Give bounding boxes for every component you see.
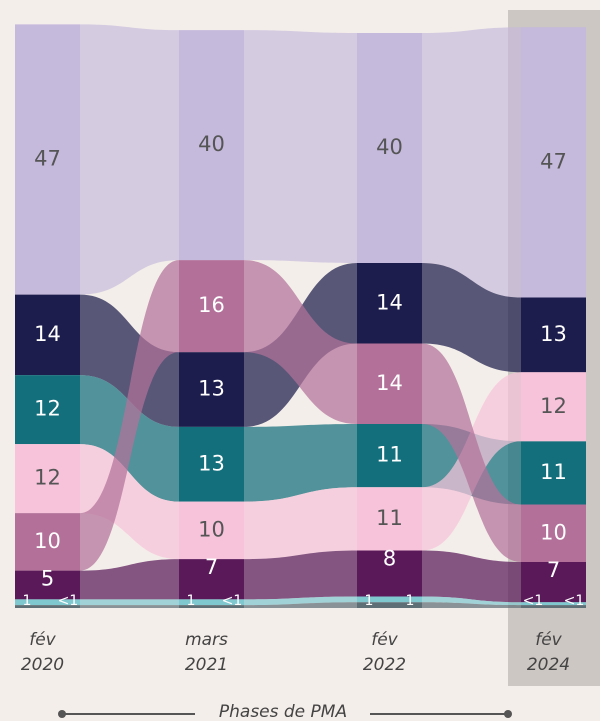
value-label: 1 [187,593,196,609]
flow [244,487,357,560]
value-label: 7 [205,555,218,579]
flow [80,260,179,571]
value-label: 14 [34,322,61,346]
bar-segment [15,570,80,600]
value-label: 5 [41,567,54,591]
value-label: 11 [376,506,403,530]
flow [80,559,179,600]
value-label: 1 [365,593,374,609]
value-label: 12 [540,394,567,418]
flow [244,424,357,502]
value-label: <1 [222,593,243,609]
value-label: 40 [376,135,403,159]
bar-segment [357,33,422,263]
flow [244,596,357,606]
bar-segment [521,27,586,298]
flow [244,30,357,263]
bar-segment [357,596,422,603]
flow [422,263,521,373]
bar-segment [357,550,422,597]
flow [80,24,179,295]
value-label: 10 [198,517,225,541]
value-label: 10 [540,520,567,544]
bar-segment [15,444,80,514]
flow [422,27,521,298]
bar-segment [521,504,586,562]
flow [80,599,179,606]
bar-segment [179,559,244,600]
bar-segment [179,352,244,427]
bar-segment [521,605,586,608]
x-tick-label: 2021 [185,655,228,675]
bar-segment [179,426,244,502]
value-label: 13 [198,451,225,475]
value-label: 1 [406,593,415,609]
value-label: <1 [523,593,544,609]
value-label: 11 [540,460,567,484]
value-label: 1 [23,593,32,609]
axis-dot [504,710,512,718]
value-label: 7 [547,558,560,582]
value-label: <1 [564,593,585,609]
bar-segment [15,599,80,606]
bar-segment [357,424,422,488]
x-tick-label: 2024 [527,655,570,675]
value-label: 47 [34,147,61,171]
x-tick-label: fév [29,630,56,650]
bar-segment [15,605,80,608]
bar-segment [357,602,422,608]
bar-segment [179,501,244,560]
flow [422,343,521,562]
x-tick-label: fév [535,630,562,650]
bar-segment [179,599,244,606]
bar-segment [15,24,80,295]
x-tick-label: 2020 [21,655,64,675]
flow [422,550,521,603]
bar-segment [357,487,422,551]
value-label: 10 [34,529,61,553]
flow [244,602,357,608]
bar-segment [15,294,80,376]
x-tick-label: mars [185,630,228,650]
bar-segment [179,260,244,353]
value-label: 14 [376,371,403,395]
flow [80,294,179,427]
value-label: 16 [198,293,225,317]
value-label: 40 [198,132,225,156]
flow [80,444,179,560]
bar-segment [357,263,422,344]
flow [244,260,357,424]
bar-segment [179,605,244,608]
bar-segment [521,372,586,442]
flows [80,24,521,608]
value-label: 12 [34,466,61,490]
flow [422,602,521,608]
value-label: 13 [198,377,225,401]
bar-segment [15,513,80,571]
bar-segment [521,297,586,373]
bar-segment [521,562,586,603]
bar-segment [179,30,244,261]
bar-segment [15,375,80,445]
value-label: 12 [34,397,61,421]
value-label: 8 [383,547,396,571]
value-label: 11 [376,443,403,467]
flow [422,596,521,606]
axis-dot [58,710,66,718]
value-label: 13 [540,322,567,346]
axis-label: Phases de PMA [219,702,347,721]
x-tick-label: fév [371,630,398,650]
x-tick-label: 2022 [363,655,406,675]
value-label: 47 [540,149,567,173]
bar-segment [521,441,586,505]
bars [15,24,586,608]
flow [244,550,357,600]
bar-segment [357,343,422,424]
bar-segment [521,602,586,606]
flow [80,605,179,608]
value-label: 14 [376,290,403,314]
value-label: <1 [58,593,79,609]
